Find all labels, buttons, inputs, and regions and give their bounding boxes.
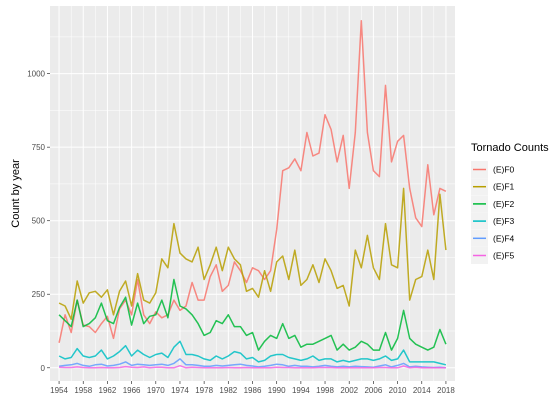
legend-label: (E)F2 [493,199,515,209]
x-tick-label: 1998 [316,386,334,395]
series-line-ef0 [58,19,447,343]
x-tick-label: 1990 [268,386,286,395]
legend: Tornado Counts (E)F0 (E)F1 (E)F2 (E)F3 (E)F4… [471,142,549,264]
series-line-ef4 [58,358,446,369]
series-line-ef2 [58,278,447,351]
x-tick-label: 1974 [171,386,189,395]
y-tick-label: 250 [32,290,46,299]
x-tick-label: 1954 [50,386,68,395]
minor-gridlines [50,6,455,381]
x-tick-label: 1986 [244,386,262,395]
legend-label: (E)F3 [493,216,515,226]
x-tick-label: 1978 [195,386,213,395]
x-tick-label: 1958 [74,386,92,395]
series-line-ef1 [58,187,447,320]
x-axis: 1954 1958 1962 1966 1970 1974 1978 1982 1986 1990… [50,381,455,395]
series-lines [58,19,447,369]
series-line-ef5 [59,364,446,369]
y-tick-label: 1000 [27,70,45,79]
x-tick-label: 1966 [123,386,141,395]
legend-title: Tornado Counts [471,142,549,154]
series-line-ef3 [58,340,447,366]
x-tick-label: 1994 [292,386,310,395]
x-tick-label: 2006 [364,386,382,395]
x-tick-label: 2010 [389,386,407,395]
x-tick-label: 2014 [413,386,431,395]
x-tick-label: 2018 [437,386,455,395]
legend-label: (E)F0 [493,165,515,175]
y-tick-label: 500 [32,217,46,226]
x-tick-label: 2002 [340,386,358,395]
legend-label: (E)F5 [493,251,515,261]
y-tick-label: 750 [32,143,46,152]
x-tick-label: 1982 [219,386,237,395]
legend-label: (E)F4 [493,233,515,243]
y-tick-label: 0 [41,364,46,373]
legend-label: (E)F1 [493,182,515,192]
y-axis: 0 250 500 750 1000 [27,70,50,373]
x-tick-label: 1970 [147,386,165,395]
x-tick-label: 1962 [99,386,117,395]
y-axis-title: Count by year [10,159,22,228]
